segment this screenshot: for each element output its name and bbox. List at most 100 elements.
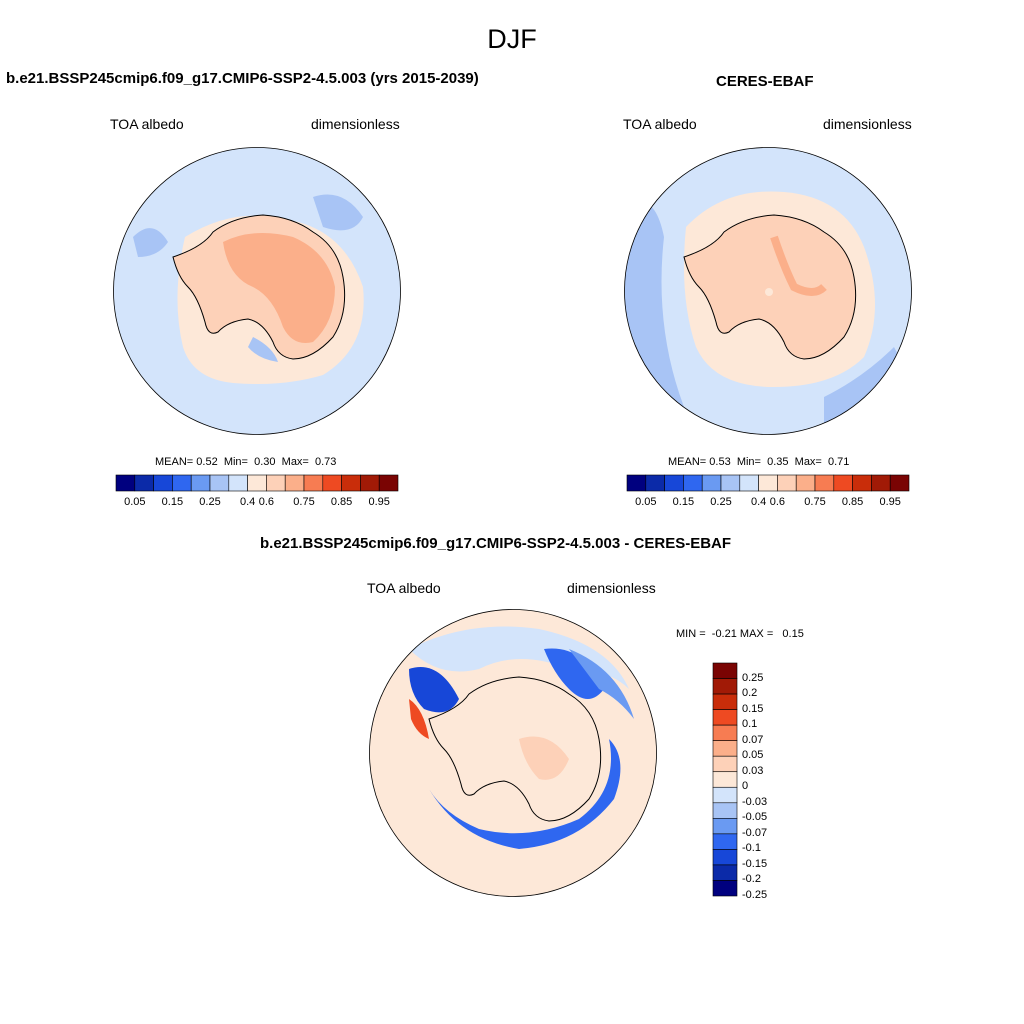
colorbar-swatch [712, 693, 738, 710]
colorbar-tick-label: 0.85 [841, 496, 864, 508]
colorbar-swatch [303, 474, 324, 492]
colorbar-swatch [378, 474, 399, 492]
panel-3-map [369, 609, 657, 897]
colorbar-swatch [712, 755, 738, 773]
colorbar-swatch [153, 474, 173, 492]
panel-2-colorbar [626, 474, 910, 492]
colorbar-swatch [814, 474, 835, 492]
colorbar-swatch [266, 474, 286, 492]
colorbar-tick-label: 0.85 [330, 496, 353, 508]
colorbar-tick-label: 0.25 [742, 671, 764, 684]
colorbar-tick-label: -0.15 [742, 857, 768, 870]
negative-band [544, 648, 604, 699]
colorbar-swatch [712, 771, 738, 788]
colorbar-tick-label: -0.05 [742, 811, 768, 824]
colorbar-swatch [701, 474, 722, 492]
panel-2-units-label: dimensionless [823, 116, 912, 132]
colorbar-swatch [228, 474, 248, 492]
panel-2-map [624, 147, 912, 435]
panel-2-variable-label: TOA albedo [623, 116, 697, 132]
colorbar-tick-label: 0.15 [161, 496, 184, 508]
blue-patch [133, 228, 168, 257]
colorbar-swatch [712, 833, 738, 850]
blue-patch [313, 194, 363, 231]
colorbar-swatch [739, 474, 759, 492]
colorbar-swatch [683, 474, 703, 492]
colorbar-tick-label: 0.95 [368, 496, 390, 508]
colorbar-swatch [720, 474, 741, 492]
panel-1-units-label: dimensionless [311, 116, 400, 132]
panel-3-colorbar-ticks: 0.25 0.2 0.15 0.1 0.07 0.05 0.03 0 -0.03 -0.05 -0.… [742, 663, 802, 901]
interior-high-albedo [223, 233, 335, 343]
colorbar-tick-label: 0.4 [750, 496, 767, 508]
colorbar-tick-label: 0.6 [258, 496, 275, 508]
colorbar-tick-label: 0.03 [742, 764, 764, 777]
interior-ridge [770, 235, 827, 296]
colorbar-tick-label: 0.15 [672, 496, 695, 508]
panel-3-variable-label: TOA albedo [367, 580, 441, 596]
colorbar-tick-label: 0.15 [742, 702, 764, 715]
blue-patch [248, 337, 278, 362]
colorbar-tick-label: 0.6 [769, 496, 786, 508]
colorbar-swatch [758, 474, 778, 492]
colorbar-tick-label: 0.2 [742, 687, 758, 700]
colorbar-swatch [322, 474, 342, 492]
colorbar-swatch [247, 474, 267, 492]
colorbar-swatch [712, 678, 738, 695]
colorbar-swatch [360, 474, 380, 492]
panel-1-variable-label: TOA albedo [110, 116, 184, 132]
colorbar-swatch [626, 474, 647, 492]
colorbar-swatch [852, 474, 872, 492]
colorbar-swatch [712, 849, 738, 866]
colorbar-swatch [209, 474, 230, 492]
colorbar-swatch [712, 662, 738, 679]
negative-band [409, 626, 629, 689]
panel-3-units-label: dimensionless [567, 580, 656, 596]
colorbar-swatch [871, 474, 891, 492]
colorbar-swatch [712, 786, 738, 804]
panel-2-colorbar-ticks: 0.05 0.15 0.25 0.4 0.6 0.75 0.85 0.95 [627, 496, 909, 510]
colorbar-swatch [833, 474, 853, 492]
colorbar-tick-label: 0 [742, 780, 749, 793]
negative-band [409, 667, 459, 713]
colorbar-swatch [712, 802, 738, 819]
panel-3-colorbar [712, 662, 738, 897]
colorbar-swatch [712, 724, 738, 741]
colorbar-tick-label: 0.05 [635, 496, 657, 508]
negative-band [569, 649, 634, 719]
colorbar-tick-label: 0.07 [742, 733, 764, 746]
colorbar-tick-label: 0.75 [293, 496, 315, 508]
colorbar-tick-label: -0.1 [742, 842, 761, 855]
colorbar-tick-label: 0.4 [239, 496, 256, 508]
colorbar-tick-label: -0.03 [742, 795, 768, 808]
panel-2-stats: MEAN= 0.53 Min= 0.35 Max= 0.71 [668, 456, 850, 468]
colorbar-tick-label: 0.75 [804, 496, 826, 508]
colorbar-tick-label: -0.07 [742, 826, 768, 839]
colorbar-swatch [712, 709, 738, 726]
positive-patch [519, 736, 569, 780]
colorbar-tick-label: 0.05 [124, 496, 146, 508]
colorbar-swatch [712, 740, 738, 757]
colorbar-tick-label: 0.95 [879, 496, 901, 508]
colorbar-tick-label: -0.2 [742, 873, 761, 886]
colorbar-swatch [795, 474, 816, 492]
figure-title: DJF [487, 24, 537, 54]
colorbar-swatch [115, 474, 136, 492]
colorbar-swatch [777, 474, 797, 492]
colorbar-tick-label: 0.05 [742, 749, 764, 762]
panel-1-colorbar [115, 474, 399, 492]
colorbar-tick-label: 0.25 [199, 496, 221, 508]
colorbar-swatch [712, 864, 738, 881]
colorbar-swatch [134, 474, 154, 492]
panel-2-title: CERES-EBAF [716, 73, 814, 90]
colorbar-swatch [172, 474, 192, 492]
panel-3-stats: MIN = -0.21 MAX = 0.15 [676, 628, 804, 640]
colorbar-tick-label: 0.1 [742, 718, 758, 731]
panel-1-colorbar-ticks: 0.05 0.15 0.25 0.4 0.6 0.75 0.85 0.95 [116, 496, 398, 510]
panel-1-title: b.e21.BSSP245cmip6.f09_g17.CMIP6-SSP2-4.… [6, 70, 479, 87]
colorbar-swatch [712, 818, 738, 835]
colorbar-swatch [190, 474, 211, 492]
colorbar-swatch [284, 474, 305, 492]
panel-3-title: b.e21.BSSP245cmip6.f09_g17.CMIP6-SSP2-4.… [260, 535, 732, 552]
colorbar-tick-label: -0.25 [742, 889, 768, 901]
